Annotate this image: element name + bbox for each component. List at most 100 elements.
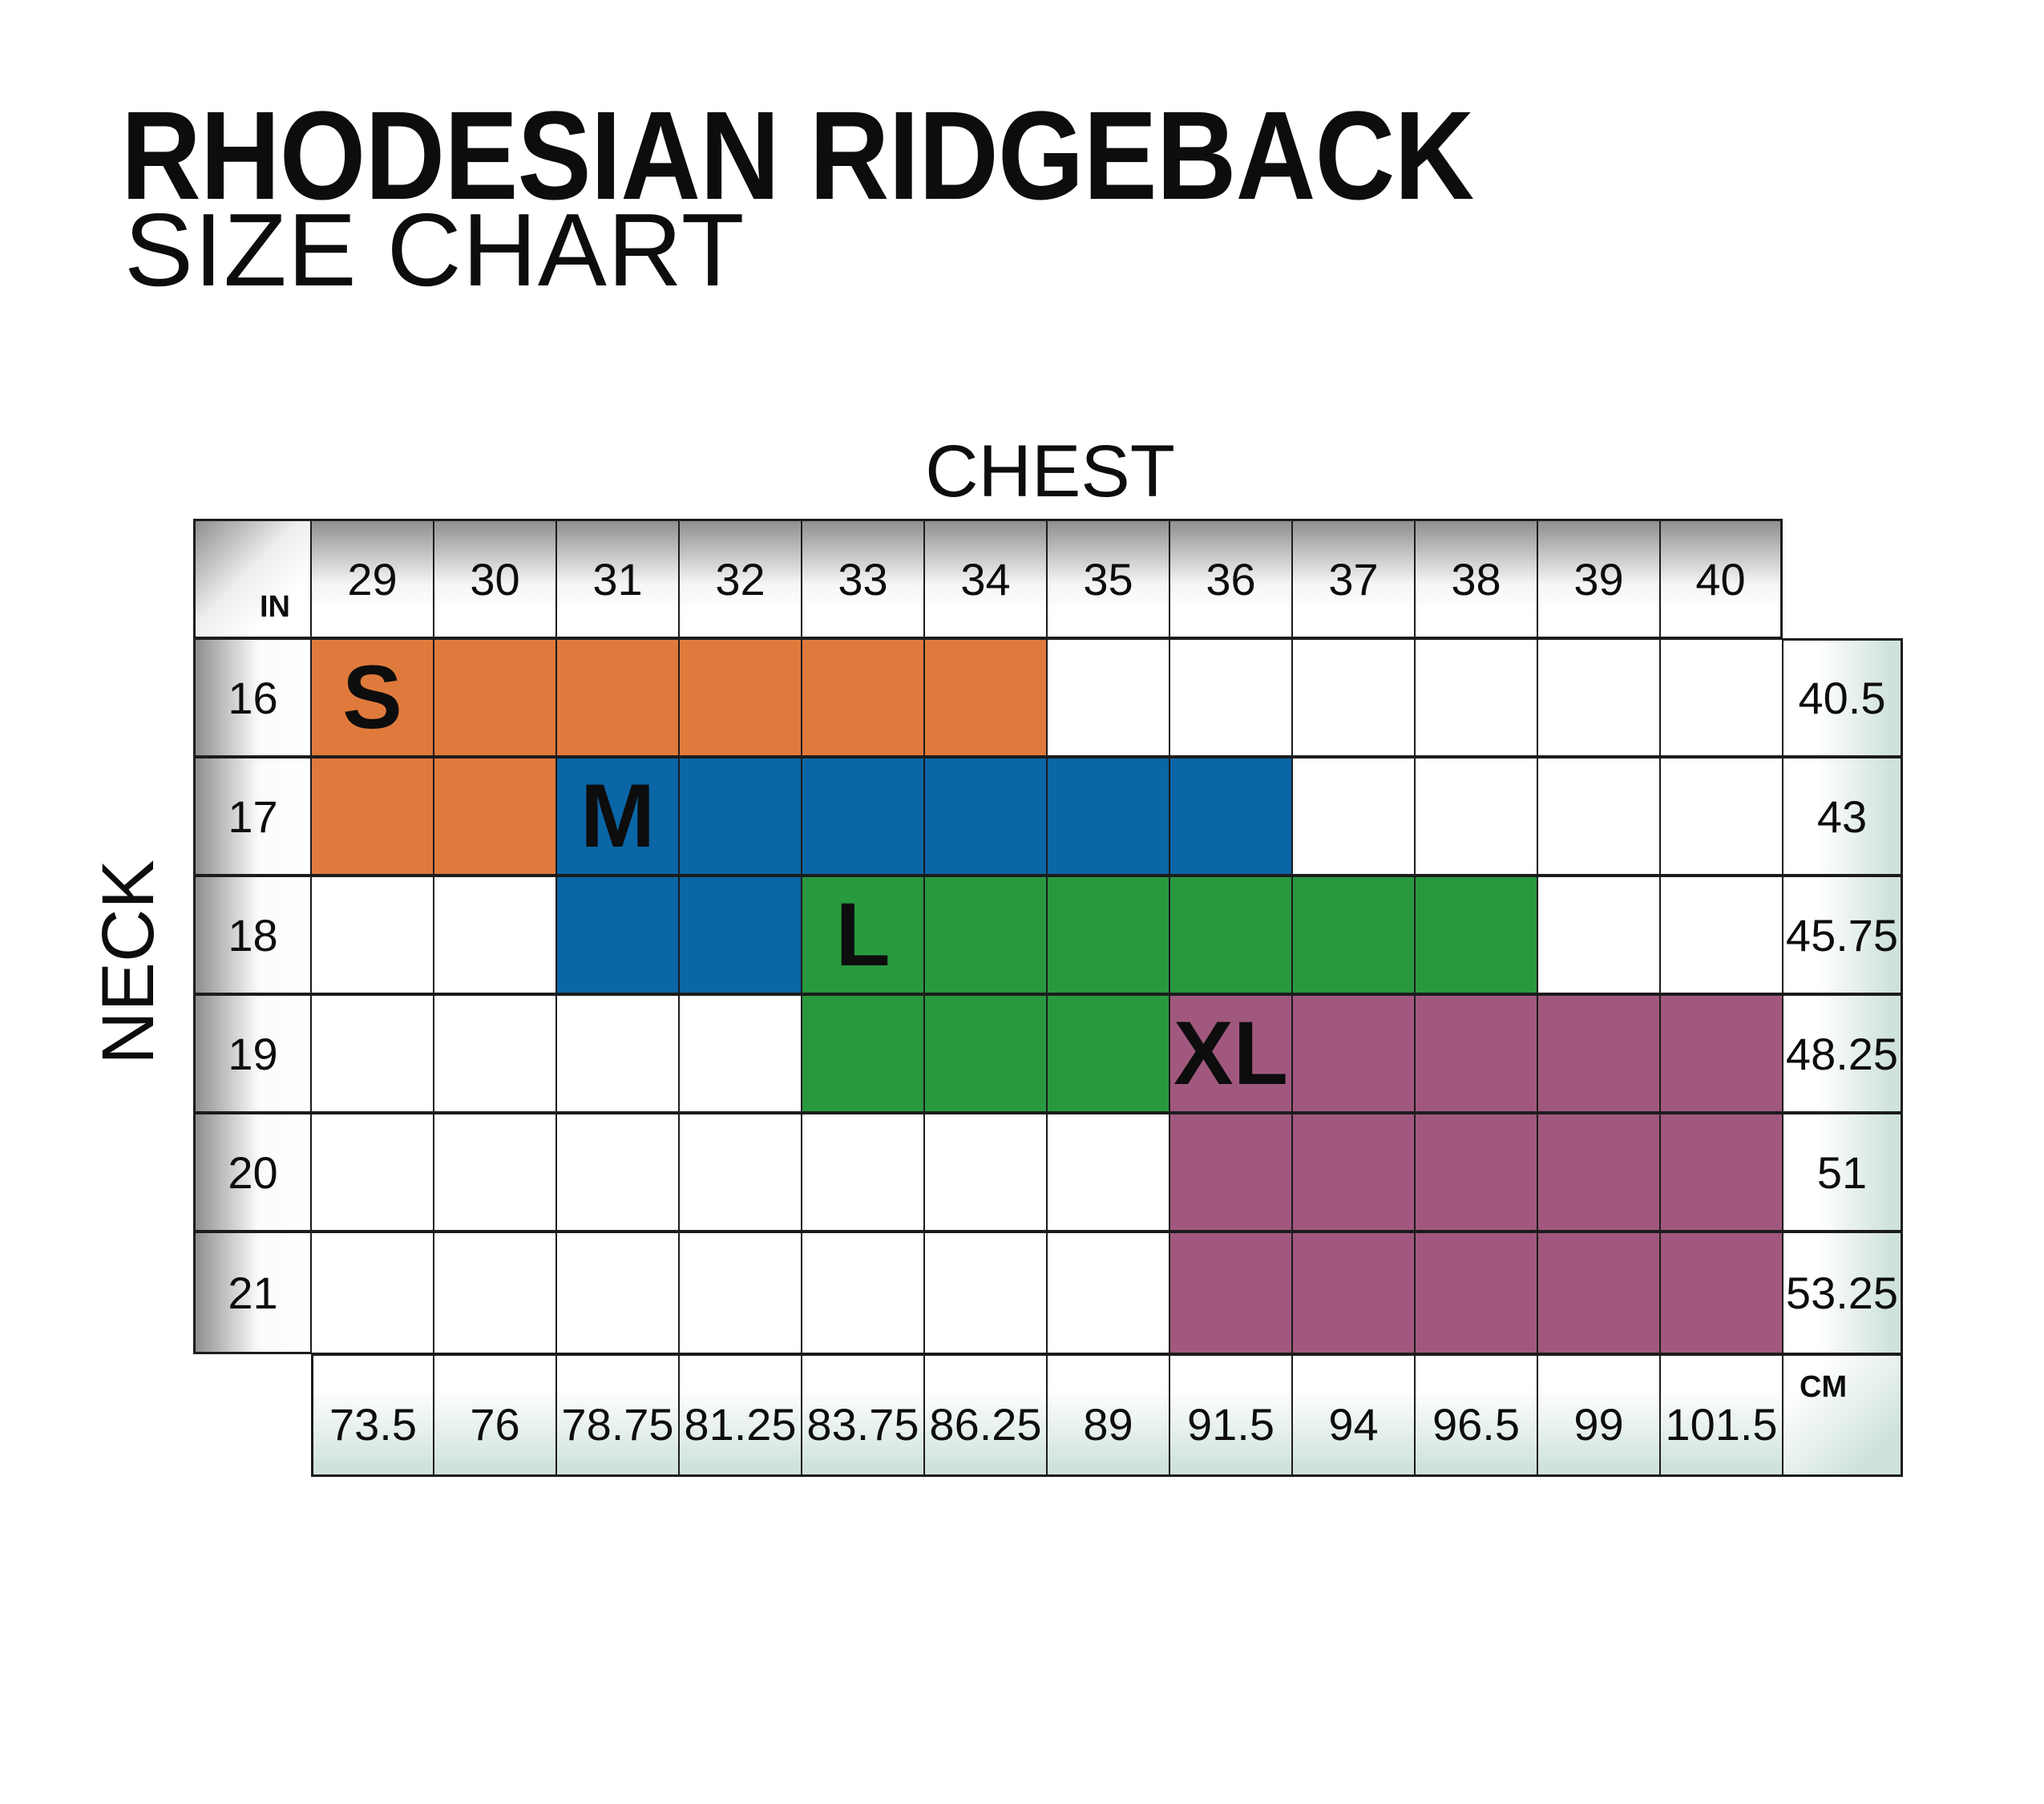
size-grid-cell: S <box>311 638 434 757</box>
size-grid-cell <box>1292 638 1415 757</box>
size-grid-cell <box>1415 876 1537 994</box>
size-grid-cell <box>434 1232 556 1354</box>
page-subtitle: SIZE CHART <box>124 192 745 308</box>
size-grid-cell <box>1537 1232 1660 1354</box>
neck-in-header-cell: 17 <box>193 757 311 876</box>
size-grid-cell <box>924 876 1047 994</box>
size-grid-cell <box>1292 994 1415 1113</box>
chest-in-header-cell: 36 <box>1169 519 1292 638</box>
size-grid-cell <box>556 1232 679 1354</box>
chest-in-header-cell: 30 <box>434 519 556 638</box>
size-grid-cell: XL <box>1169 994 1292 1113</box>
size-grid-cell <box>1047 1113 1169 1232</box>
size-grid-cell <box>924 1113 1047 1232</box>
size-grid-cell <box>1047 757 1169 876</box>
chest-cm-value-cell: 73.5 <box>311 1354 434 1477</box>
size-grid-cell <box>924 994 1047 1113</box>
size-grid-cell <box>1047 994 1169 1113</box>
size-grid-cell <box>1415 1232 1537 1354</box>
size-grid-cell <box>556 994 679 1113</box>
size-grid-cell <box>556 1113 679 1232</box>
size-grid-cell <box>802 638 924 757</box>
size-grid-cell <box>679 757 802 876</box>
chest-cm-value-cell: 89 <box>1047 1354 1169 1477</box>
chest-in-header-cell: 32 <box>679 519 802 638</box>
size-grid-cell <box>1292 1232 1415 1354</box>
chest-in-header-cell: 29 <box>311 519 434 638</box>
neck-cm-value-cell: 53.25 <box>1783 1232 1903 1354</box>
size-grid-cell <box>1415 638 1537 757</box>
size-grid-cell <box>1047 1232 1169 1354</box>
neck-cm-value-cell: 48.25 <box>1783 994 1903 1113</box>
size-grid-cell <box>1292 1113 1415 1232</box>
size-grid-cell <box>1415 1113 1537 1232</box>
size-grid-cell <box>434 876 556 994</box>
neck-cm-value-cell: 45.75 <box>1783 876 1903 994</box>
neck-in-header-cell: 16 <box>193 638 311 757</box>
size-grid-cell: L <box>802 876 924 994</box>
chest-cm-value-cell: 91.5 <box>1169 1354 1292 1477</box>
neck-in-header-cell: 20 <box>193 1113 311 1232</box>
cm-unit-label: CM <box>1800 1370 1848 1404</box>
chest-cm-value-cell: 96.5 <box>1415 1354 1537 1477</box>
chest-cm-value-cell: 76 <box>434 1354 556 1477</box>
page-title: RHODESIAN RIDGEBACK <box>121 86 1474 226</box>
size-grid-cell <box>1169 1113 1292 1232</box>
chest-cm-value-cell: 83.75 <box>802 1354 924 1477</box>
size-label-XL: XL <box>1173 1003 1289 1103</box>
size-grid-cell <box>1415 994 1537 1113</box>
size-grid-cell <box>311 757 434 876</box>
inches-unit-label: IN <box>260 590 290 624</box>
chest-in-header-cell: 35 <box>1047 519 1169 638</box>
size-grid-cell <box>679 1232 802 1354</box>
size-grid-cell <box>802 994 924 1113</box>
neck-in-header-cell: 18 <box>193 876 311 994</box>
size-grid-cell <box>1660 1232 1783 1354</box>
size-grid-cell <box>1047 638 1169 757</box>
size-grid-cell <box>556 638 679 757</box>
size-grid-cell <box>1292 876 1415 994</box>
size-grid-cell <box>1660 994 1783 1113</box>
neck-cm-value-cell: 43 <box>1783 757 1903 876</box>
neck-axis-label: NECK <box>87 860 169 1065</box>
size-grid-cell <box>1537 638 1660 757</box>
size-grid-cell <box>802 1113 924 1232</box>
neck-in-header-cell: 21 <box>193 1232 311 1354</box>
size-grid-cell <box>1660 757 1783 876</box>
chest-in-header-cell: 39 <box>1537 519 1660 638</box>
size-grid-cell <box>311 994 434 1113</box>
chest-in-header-cell: 34 <box>924 519 1047 638</box>
size-grid-cell <box>679 876 802 994</box>
size-grid-cell <box>1415 757 1537 876</box>
chest-cm-value-cell: 78.75 <box>556 1354 679 1477</box>
size-label-S: S <box>342 647 402 747</box>
size-grid-cell <box>556 876 679 994</box>
size-grid-cell <box>434 757 556 876</box>
size-grid-cell <box>679 638 802 757</box>
size-grid-cell <box>802 1232 924 1354</box>
size-grid-cell <box>1537 1113 1660 1232</box>
chest-cm-value-cell: 101.5 <box>1660 1354 1783 1477</box>
size-grid-cell <box>1169 876 1292 994</box>
size-grid-cell <box>1047 876 1169 994</box>
size-grid-cell <box>311 1232 434 1354</box>
size-label-L: L <box>835 884 891 985</box>
size-grid-cell <box>434 994 556 1113</box>
chest-in-header-cell: 31 <box>556 519 679 638</box>
empty-bottom-left-cell <box>193 1354 311 1477</box>
size-grid-cell <box>679 1113 802 1232</box>
chest-cm-value-cell: 81.25 <box>679 1354 802 1477</box>
size-grid-cell <box>434 1113 556 1232</box>
size-grid-cell <box>1169 638 1292 757</box>
size-grid-cell <box>1292 757 1415 876</box>
size-grid-cell <box>1537 994 1660 1113</box>
size-grid-cell <box>311 1113 434 1232</box>
size-grid-cell <box>434 638 556 757</box>
size-grid-cell <box>1537 757 1660 876</box>
chest-axis-label: CHEST <box>925 431 1175 512</box>
size-grid-cell <box>924 757 1047 876</box>
size-grid-cell: M <box>556 757 679 876</box>
cm-unit-corner-cell: CM <box>1783 1354 1903 1477</box>
chest-cm-value-cell: 99 <box>1537 1354 1660 1477</box>
neck-cm-value-cell: 51 <box>1783 1113 1903 1232</box>
